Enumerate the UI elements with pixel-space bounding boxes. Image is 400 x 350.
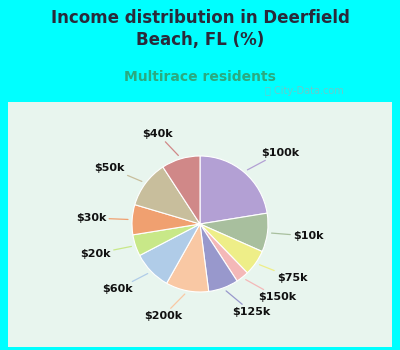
Wedge shape — [163, 156, 200, 224]
Wedge shape — [167, 224, 209, 292]
Wedge shape — [140, 224, 200, 283]
Wedge shape — [200, 213, 268, 252]
Text: ⓘ City-Data.com: ⓘ City-Data.com — [265, 86, 343, 96]
Text: $50k: $50k — [94, 163, 142, 181]
Wedge shape — [200, 156, 267, 224]
Text: Income distribution in Deerfield
Beach, FL (%): Income distribution in Deerfield Beach, … — [50, 9, 350, 49]
Text: $125k: $125k — [226, 291, 271, 317]
Text: $20k: $20k — [80, 246, 132, 259]
Text: $75k: $75k — [260, 265, 308, 283]
Bar — [8, 102, 392, 346]
Wedge shape — [133, 224, 200, 256]
Text: $150k: $150k — [246, 280, 297, 302]
Text: $40k: $40k — [143, 129, 178, 155]
Text: $30k: $30k — [76, 213, 128, 223]
Wedge shape — [200, 224, 262, 273]
Text: Multirace residents: Multirace residents — [124, 70, 276, 84]
Text: $200k: $200k — [144, 294, 185, 321]
Text: $60k: $60k — [102, 274, 148, 294]
Wedge shape — [200, 224, 247, 281]
Wedge shape — [132, 205, 200, 235]
Wedge shape — [200, 224, 237, 292]
Text: $100k: $100k — [248, 148, 299, 170]
Wedge shape — [135, 167, 200, 224]
Text: $10k: $10k — [272, 231, 324, 241]
